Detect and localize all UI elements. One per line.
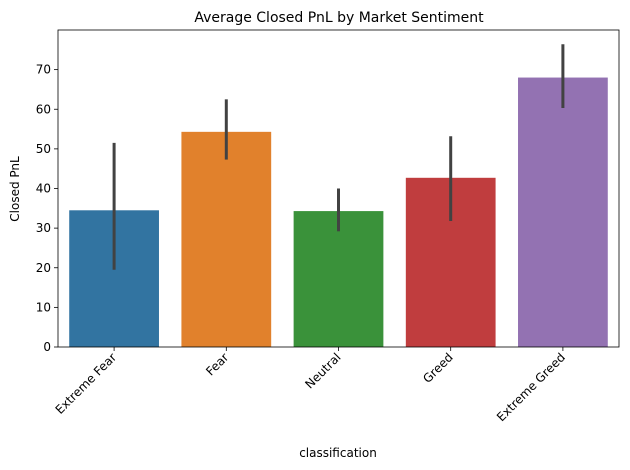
x-axis-label: classification xyxy=(299,446,377,460)
plot-area xyxy=(57,29,620,348)
y-tick-label: 20 xyxy=(36,261,51,275)
x-tick-label: Extreme Fear xyxy=(53,350,120,417)
x-axis: Extreme Fear Fear Neutral Greed Extreme Gree… xyxy=(53,347,568,424)
y-tick-label: 70 xyxy=(36,63,51,77)
y-tick-label: 60 xyxy=(36,102,51,116)
bar-fear xyxy=(181,131,272,347)
x-tick-label: Neutral xyxy=(302,350,343,391)
y-tick-label: 40 xyxy=(36,182,51,196)
y-tick-label: 30 xyxy=(36,221,51,235)
y-tick-label: 50 xyxy=(36,142,51,156)
y-axis-label: Closed PnL xyxy=(8,156,22,222)
y-tick-label: 10 xyxy=(36,300,51,314)
bar-extreme-greed xyxy=(518,77,608,348)
bar-neutral xyxy=(293,211,384,347)
y-tick-label: 0 xyxy=(43,340,51,354)
x-tick-label: Greed xyxy=(420,350,456,386)
x-tick-label: Fear xyxy=(203,350,231,378)
y-axis: 0 10 20 30 40 50 60 70 xyxy=(36,63,58,354)
x-tick-label: Extreme Greed xyxy=(494,350,568,424)
chart-title: Average Closed PnL by Market Sentiment xyxy=(194,10,484,26)
